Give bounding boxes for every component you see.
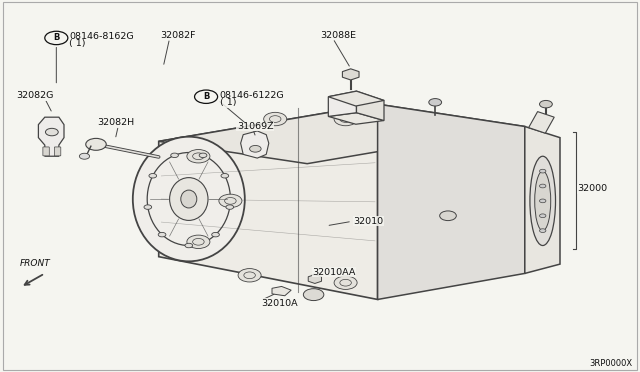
Circle shape	[334, 112, 357, 126]
Polygon shape	[38, 117, 64, 156]
Ellipse shape	[540, 169, 546, 173]
Text: 08146-8162G: 08146-8162G	[69, 32, 134, 41]
Polygon shape	[159, 104, 525, 164]
Ellipse shape	[170, 177, 208, 220]
Polygon shape	[308, 275, 321, 283]
Ellipse shape	[530, 156, 556, 246]
Circle shape	[219, 194, 242, 208]
Ellipse shape	[540, 199, 546, 203]
Circle shape	[79, 153, 90, 159]
Circle shape	[187, 235, 210, 248]
Text: B: B	[53, 33, 60, 42]
FancyBboxPatch shape	[43, 147, 49, 156]
Ellipse shape	[133, 137, 244, 261]
Text: 32010A: 32010A	[261, 299, 298, 308]
FancyBboxPatch shape	[54, 147, 61, 156]
Ellipse shape	[221, 173, 228, 178]
Polygon shape	[241, 131, 269, 158]
Ellipse shape	[226, 205, 234, 209]
Polygon shape	[328, 91, 384, 106]
Polygon shape	[159, 104, 378, 299]
Polygon shape	[356, 91, 384, 121]
Ellipse shape	[535, 171, 550, 231]
Circle shape	[303, 289, 324, 301]
Text: 32010: 32010	[353, 217, 383, 226]
Text: FRONT: FRONT	[20, 259, 51, 268]
Text: 32082F: 32082F	[160, 31, 195, 40]
Polygon shape	[529, 112, 554, 133]
Circle shape	[264, 112, 287, 126]
Polygon shape	[378, 104, 525, 299]
Text: ( 1): ( 1)	[220, 98, 236, 107]
Circle shape	[440, 211, 456, 221]
Circle shape	[250, 145, 261, 152]
Polygon shape	[342, 69, 359, 80]
Circle shape	[540, 100, 552, 108]
Text: 31069Z: 31069Z	[237, 122, 273, 131]
Ellipse shape	[212, 232, 220, 237]
Ellipse shape	[540, 184, 546, 188]
Text: 08146-6122G: 08146-6122G	[220, 91, 284, 100]
Circle shape	[334, 276, 357, 289]
Circle shape	[187, 150, 210, 163]
Ellipse shape	[144, 205, 152, 209]
Polygon shape	[328, 113, 384, 124]
Ellipse shape	[185, 243, 193, 248]
Text: 32088E: 32088E	[320, 31, 356, 40]
Circle shape	[238, 269, 261, 282]
Text: 3RP0000X: 3RP0000X	[589, 359, 632, 368]
Text: 32082G: 32082G	[16, 92, 53, 100]
Ellipse shape	[158, 232, 166, 237]
Ellipse shape	[540, 214, 546, 218]
Circle shape	[45, 128, 58, 136]
Text: 32000: 32000	[577, 185, 607, 193]
Text: B: B	[203, 92, 209, 101]
Circle shape	[429, 99, 442, 106]
Polygon shape	[525, 126, 560, 273]
Circle shape	[86, 138, 106, 150]
Text: 32082H: 32082H	[97, 118, 134, 127]
Text: ( 1): ( 1)	[69, 39, 86, 48]
Polygon shape	[272, 286, 291, 296]
Ellipse shape	[199, 153, 207, 158]
Ellipse shape	[149, 173, 157, 178]
Ellipse shape	[171, 153, 179, 158]
Ellipse shape	[540, 229, 546, 232]
Polygon shape	[328, 91, 356, 116]
Text: 32010AA: 32010AA	[312, 268, 356, 277]
Ellipse shape	[180, 190, 197, 208]
